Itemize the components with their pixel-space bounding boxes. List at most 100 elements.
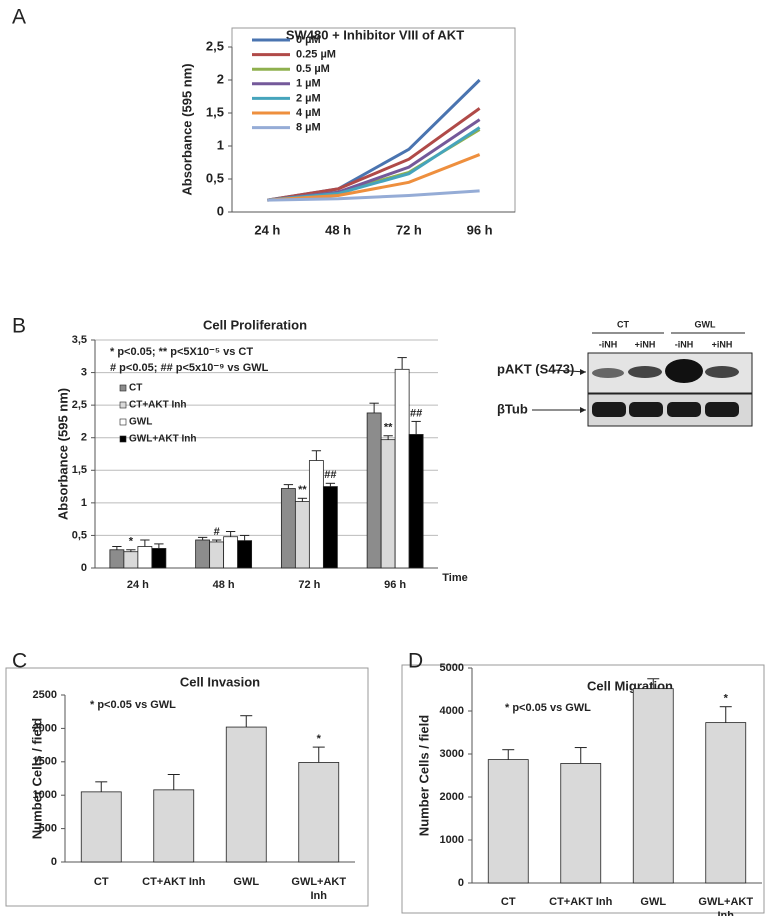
y-tick-label: 3000 bbox=[440, 748, 464, 760]
legend-label: 0.25 µM bbox=[296, 49, 336, 61]
y-axis-label: Absorbance (595 nm) bbox=[55, 388, 70, 520]
legend-swatch bbox=[119, 418, 127, 426]
significance-marker: ## bbox=[324, 469, 336, 481]
panel-label: B bbox=[12, 315, 26, 338]
significance-marker: ** bbox=[384, 422, 393, 434]
legend-label: 4 µM bbox=[296, 107, 321, 119]
y-tick-label: 1,5 bbox=[72, 464, 87, 476]
y-tick-label: 2,5 bbox=[206, 38, 224, 53]
bar bbox=[298, 762, 340, 863]
x-tick-label: 24 h bbox=[254, 222, 280, 237]
annotation: # p<0.05; ## p<5x10⁻⁹ vs GWL bbox=[110, 362, 269, 374]
data-line bbox=[267, 189, 480, 202]
y-tick-label: 0 bbox=[81, 562, 87, 574]
panel-label: D bbox=[408, 650, 423, 673]
bar bbox=[408, 434, 424, 569]
lane-label: +iNH bbox=[712, 339, 733, 349]
legend-swatch bbox=[119, 401, 127, 409]
legend-label: 0 µM bbox=[296, 34, 321, 46]
bar bbox=[151, 548, 167, 569]
x-tick-label: CT bbox=[501, 896, 516, 908]
significance-marker: # bbox=[214, 526, 220, 538]
y-tick-label: 0 bbox=[217, 203, 224, 218]
chart-panel: B Cell Proliferation Absorbance (595 nm) 0 0… bbox=[12, 315, 468, 591]
blot-row-label: pAKT (S473) bbox=[497, 361, 574, 376]
y-axis-label: Number Cells / field bbox=[29, 718, 44, 839]
x-tick-label: 48 h bbox=[325, 222, 351, 237]
bar bbox=[394, 368, 410, 569]
y-tick-label: 2000 bbox=[33, 722, 57, 734]
legend-label: 1 µM bbox=[296, 78, 321, 90]
lane-label: -iNH bbox=[599, 339, 618, 349]
annotation: * p<0.05; ** p<5X10⁻⁵ vs CT bbox=[110, 346, 253, 358]
annotation: * p<0.05 vs GWL bbox=[505, 702, 591, 714]
x-tick-label: 96 h bbox=[384, 579, 406, 591]
band bbox=[665, 359, 703, 383]
arrow-head bbox=[580, 369, 586, 375]
y-axis-label: Number Cells / field bbox=[416, 715, 431, 836]
band bbox=[592, 368, 624, 378]
y-tick-label: 3,5 bbox=[72, 334, 87, 346]
y-tick-label: 2000 bbox=[440, 791, 464, 803]
x-tick-label: GWL+AKT Inh bbox=[291, 876, 346, 902]
blot-group: GWL bbox=[695, 319, 716, 329]
panel-label: A bbox=[12, 6, 26, 29]
bar bbox=[209, 541, 225, 569]
chart-panel: C Cell Invasion Number Cells / field 0 500 10… bbox=[5, 650, 369, 907]
y-tick-label: 4000 bbox=[440, 705, 464, 717]
western-blot: CT GWL -iNH +iNH -iNH +iNH pAKT (S473) β… bbox=[497, 319, 753, 427]
significance-marker: * bbox=[129, 536, 134, 548]
y-tick-label: 2500 bbox=[33, 689, 57, 701]
band bbox=[628, 366, 662, 378]
y-tick-label: 0 bbox=[51, 856, 57, 868]
bar bbox=[366, 412, 382, 569]
y-tick-label: 1000 bbox=[33, 789, 57, 801]
x-tick-label: GWL bbox=[233, 876, 259, 888]
panel-label: C bbox=[12, 650, 27, 673]
band bbox=[705, 402, 739, 417]
lane-label: +iNH bbox=[635, 339, 656, 349]
bar bbox=[308, 460, 324, 569]
chart-frame bbox=[5, 667, 369, 907]
bar bbox=[225, 726, 267, 863]
y-tick-label: 0 bbox=[458, 877, 464, 889]
chart-title: Cell Invasion bbox=[180, 674, 260, 689]
significance-marker: ## bbox=[410, 407, 422, 419]
significance-marker: * bbox=[317, 733, 322, 745]
x-tick-label: GWL+AKT Inh bbox=[698, 896, 753, 916]
x-tick-label: CT bbox=[94, 876, 109, 888]
bar bbox=[322, 486, 338, 569]
data-line bbox=[267, 153, 481, 202]
bar bbox=[487, 759, 529, 884]
band bbox=[705, 366, 739, 378]
y-tick-label: 0,5 bbox=[72, 529, 87, 541]
band bbox=[629, 402, 663, 417]
bar bbox=[137, 546, 153, 569]
bar bbox=[632, 688, 674, 884]
y-tick-label: 1000 bbox=[440, 834, 464, 846]
legend-label: CT bbox=[129, 383, 142, 394]
chart-title: SW480 + Inhibitor VIII of AKT bbox=[286, 27, 464, 42]
legend-label: 8 µM bbox=[296, 122, 321, 134]
y-tick-label: 2 bbox=[81, 432, 87, 444]
chart-frame bbox=[401, 664, 765, 914]
band bbox=[592, 402, 626, 417]
y-tick-label: 1,5 bbox=[206, 104, 224, 119]
y-tick-label: 5000 bbox=[440, 662, 464, 674]
legend-swatch bbox=[119, 384, 127, 392]
chart-title: Cell Proliferation bbox=[203, 317, 307, 332]
bar bbox=[153, 789, 195, 863]
x-tick-label: 72 h bbox=[298, 579, 320, 591]
band bbox=[667, 402, 701, 417]
x-tick-label: GWL bbox=[640, 896, 666, 908]
y-tick-label: 1500 bbox=[33, 756, 57, 768]
bar bbox=[294, 501, 310, 569]
y-tick-label: 2 bbox=[217, 71, 224, 86]
blot-group: CT bbox=[617, 319, 629, 329]
bar bbox=[237, 540, 253, 569]
y-axis-label: Absorbance (595 nm) bbox=[179, 63, 194, 195]
bar bbox=[223, 536, 239, 569]
arrow-head bbox=[580, 407, 586, 413]
